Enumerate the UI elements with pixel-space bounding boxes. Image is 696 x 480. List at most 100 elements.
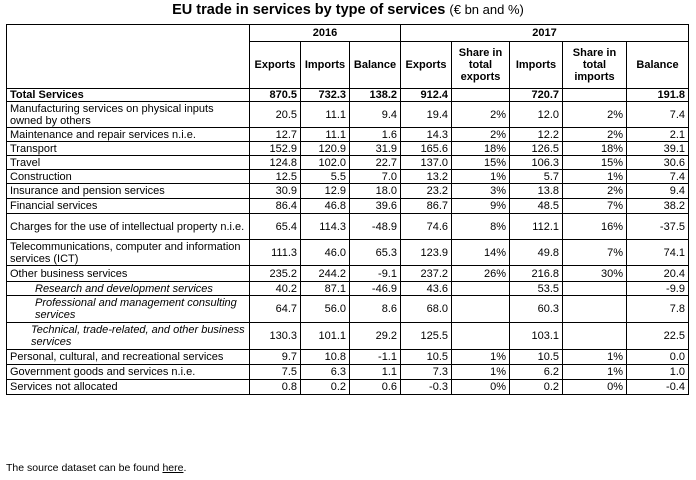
row-value-cell: 18% bbox=[451, 141, 510, 156]
row-value-cell: 1% bbox=[562, 349, 627, 365]
row-value-cell: 0% bbox=[562, 379, 627, 395]
row-value-cell: 7.8 bbox=[626, 295, 689, 323]
row-value-cell bbox=[451, 295, 510, 323]
row-value-cell: 13.2 bbox=[400, 169, 452, 184]
col-header-2016-balance: Balance bbox=[349, 41, 401, 89]
table-row: Services not allocated 0.8 0.2 0.6 -0.3 0% 0.2… bbox=[6, 379, 689, 395]
row-value-cell: 2% bbox=[451, 101, 510, 128]
row-value-cell: 1.1 bbox=[349, 364, 401, 380]
row-value-cell: 3% bbox=[451, 183, 510, 199]
table-row: Government goods and services n.i.e. 7.5 6… bbox=[6, 364, 689, 380]
table-row: Charges for the use of intellectual prop… bbox=[6, 213, 689, 240]
row-value-cell: -0.4 bbox=[626, 379, 689, 395]
row-value-cell: 112.1 bbox=[509, 213, 563, 240]
row-value-cell: 30% bbox=[562, 265, 627, 282]
row-value-cell: -48.9 bbox=[349, 213, 401, 240]
row-value-cell: 1.6 bbox=[349, 127, 401, 142]
row-value-cell: 15% bbox=[562, 155, 627, 170]
row-value-cell: 870.5 bbox=[249, 88, 301, 102]
row-value-cell: 12.2 bbox=[509, 127, 563, 142]
table-row: Other business services 235.2 244.2 -9.1 237… bbox=[6, 265, 689, 282]
row-value-cell: 20.4 bbox=[626, 265, 689, 282]
col-header-2016-imports: Imports bbox=[300, 41, 350, 89]
row-value-cell: 18.0 bbox=[349, 183, 401, 199]
row-value-cell: 123.9 bbox=[400, 239, 452, 266]
row-value-cell: -9.9 bbox=[626, 281, 689, 296]
row-value-cell: 26% bbox=[451, 265, 510, 282]
row-value-cell: 5.7 bbox=[509, 169, 563, 184]
table-body: 2016 2017 Exports Imports Balance Export… bbox=[6, 24, 689, 395]
row-value-cell: 2% bbox=[562, 183, 627, 199]
row-value-cell: 18% bbox=[562, 141, 627, 156]
row-value-cell: 64.7 bbox=[249, 295, 301, 323]
row-value-cell: 2.1 bbox=[626, 127, 689, 142]
row-value-cell: 22.5 bbox=[626, 322, 689, 350]
row-value-cell: -1.1 bbox=[349, 349, 401, 365]
row-value-cell: 14% bbox=[451, 239, 510, 266]
row-value-cell: 8.6 bbox=[349, 295, 401, 323]
row-value-cell: 10.5 bbox=[509, 349, 563, 365]
row-value-cell: 40.2 bbox=[249, 281, 301, 296]
row-value-cell: 6.3 bbox=[300, 364, 350, 380]
row-value-cell: 732.3 bbox=[300, 88, 350, 102]
row-label: Technical, trade-related, and other busi… bbox=[6, 322, 250, 350]
row-value-cell: 10.5 bbox=[400, 349, 452, 365]
row-label: Charges for the use of intellectual prop… bbox=[6, 213, 250, 240]
row-value-cell: 7.0 bbox=[349, 169, 401, 184]
row-value-cell: 31.9 bbox=[349, 141, 401, 156]
corner-cell bbox=[6, 24, 250, 42]
row-label: Government goods and services n.i.e. bbox=[6, 364, 250, 380]
col-header-2017-imports: Imports bbox=[509, 41, 563, 89]
row-value-cell: 114.3 bbox=[300, 213, 350, 240]
row-value-cell: 2% bbox=[562, 101, 627, 128]
row-value-cell: 39.1 bbox=[626, 141, 689, 156]
column-header-row: Exports Imports Balance Exports Share in… bbox=[6, 41, 689, 89]
row-value-cell: 30.6 bbox=[626, 155, 689, 170]
row-value-cell: 23.2 bbox=[400, 183, 452, 199]
row-value-cell: 16% bbox=[562, 213, 627, 240]
row-value-cell: 11.1 bbox=[300, 127, 350, 142]
title-main: EU trade in services by type of services bbox=[172, 2, 446, 18]
row-value-cell: 1% bbox=[451, 364, 510, 380]
row-value-cell: 68.0 bbox=[400, 295, 452, 323]
row-value-cell bbox=[562, 322, 627, 350]
row-value-cell bbox=[562, 295, 627, 323]
row-value-cell: 152.9 bbox=[249, 141, 301, 156]
table-row: Technical, trade-related, and other busi… bbox=[6, 322, 689, 350]
source-link[interactable]: here bbox=[162, 462, 184, 474]
row-value-cell: 65.3 bbox=[349, 239, 401, 266]
row-value-cell: 9% bbox=[451, 198, 510, 214]
row-value-cell: 912.4 bbox=[400, 88, 452, 102]
row-value-cell: 235.2 bbox=[249, 265, 301, 282]
row-label: Total Services bbox=[6, 88, 250, 102]
row-value-cell: 0.8 bbox=[249, 379, 301, 395]
row-label: Services not allocated bbox=[6, 379, 250, 395]
year-2016-header: 2016 bbox=[249, 24, 401, 42]
footnote-period: . bbox=[183, 462, 187, 474]
row-value-cell bbox=[451, 281, 510, 296]
year-2017-header: 2017 bbox=[400, 24, 689, 42]
row-value-cell: 9.4 bbox=[349, 101, 401, 128]
source-footnote: The source dataset can be found here. bbox=[6, 462, 186, 474]
row-value-cell: 8% bbox=[451, 213, 510, 240]
row-label: Other business services bbox=[6, 265, 250, 282]
table-row: Travel 124.8 102.0 22.7 137.0 15% 106.3 15% 30.6 bbox=[6, 155, 689, 170]
row-value-cell: 1% bbox=[562, 169, 627, 184]
table-row: Telecommunications, computer and informa… bbox=[6, 239, 689, 266]
row-value-cell: 103.1 bbox=[509, 322, 563, 350]
row-value-cell: 216.8 bbox=[509, 265, 563, 282]
row-value-cell: 137.0 bbox=[400, 155, 452, 170]
row-value-cell: 30.9 bbox=[249, 183, 301, 199]
col-header-2017-exports: Exports bbox=[400, 41, 452, 89]
row-value-cell bbox=[562, 281, 627, 296]
row-value-cell: 124.8 bbox=[249, 155, 301, 170]
table-title: EU trade in services by type of services… bbox=[0, 2, 696, 18]
row-value-cell: 9.4 bbox=[626, 183, 689, 199]
row-value-cell: 165.6 bbox=[400, 141, 452, 156]
row-value-cell: 12.7 bbox=[249, 127, 301, 142]
row-value-cell: 0.6 bbox=[349, 379, 401, 395]
row-value-cell: 126.5 bbox=[509, 141, 563, 156]
row-value-cell: 7.4 bbox=[626, 101, 689, 128]
row-label: Travel bbox=[6, 155, 250, 170]
row-value-cell bbox=[562, 88, 627, 102]
